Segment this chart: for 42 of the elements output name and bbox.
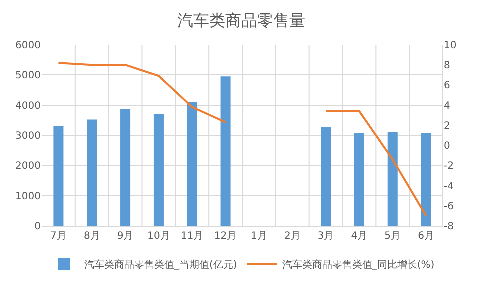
y-tick-label: 2000 — [16, 161, 41, 172]
x-tick-label: 10月 — [148, 231, 170, 242]
x-tick-label: 1月 — [251, 231, 268, 242]
bar — [54, 126, 64, 226]
bar — [388, 132, 398, 226]
bar — [354, 133, 364, 226]
x-tick-label: 2月 — [284, 231, 301, 242]
legend-label: 汽车类商品零售类值_当期值(亿元) — [84, 258, 238, 271]
bar — [220, 76, 231, 226]
y2-tick-label: -6 — [444, 201, 454, 212]
y2-tick-label: 10 — [444, 40, 457, 52]
bar — [187, 102, 198, 226]
x-tick-label: 11月 — [181, 231, 204, 242]
y2-tick-label: 2 — [444, 120, 450, 132]
x-tick-label: 7月 — [50, 231, 67, 242]
y2-tick-label: 8 — [444, 60, 450, 72]
chart-title: 汽车类商品零售量 — [178, 10, 306, 30]
bar — [154, 114, 164, 226]
legend-label: 汽车类商品零售类值_同比增长(%) — [282, 258, 435, 271]
x-tick-label: 8月 — [84, 231, 100, 242]
y-tick-label: 5000 — [16, 70, 41, 82]
x-tick-label: 6月 — [418, 231, 434, 242]
x-tick-label: 5月 — [384, 231, 402, 242]
y-tick-label: 1000 — [16, 191, 41, 202]
y-tick-label: 6000 — [16, 40, 41, 52]
x-tick-label: 4月 — [351, 231, 368, 242]
x-tick-label: 12月 — [214, 231, 238, 242]
bar — [321, 127, 332, 226]
y2-tick-label: 0 — [444, 141, 450, 152]
y2-tick-label: -4 — [444, 181, 454, 192]
y-tick-label: 4000 — [16, 100, 41, 112]
y2-tick-label: 4 — [444, 100, 450, 112]
x-tick-label: 3月 — [318, 231, 334, 242]
x-tick-label: 9月 — [117, 231, 134, 242]
bar — [87, 120, 98, 226]
bar — [120, 108, 131, 226]
y2-tick-label: -8 — [444, 222, 454, 232]
y2-tick-label: 6 — [444, 80, 450, 92]
y2-tick-label: -2 — [444, 161, 454, 172]
y-tick-label: 3000 — [16, 131, 41, 142]
bar — [421, 133, 432, 226]
y-tick-label: 0 — [34, 222, 41, 232]
